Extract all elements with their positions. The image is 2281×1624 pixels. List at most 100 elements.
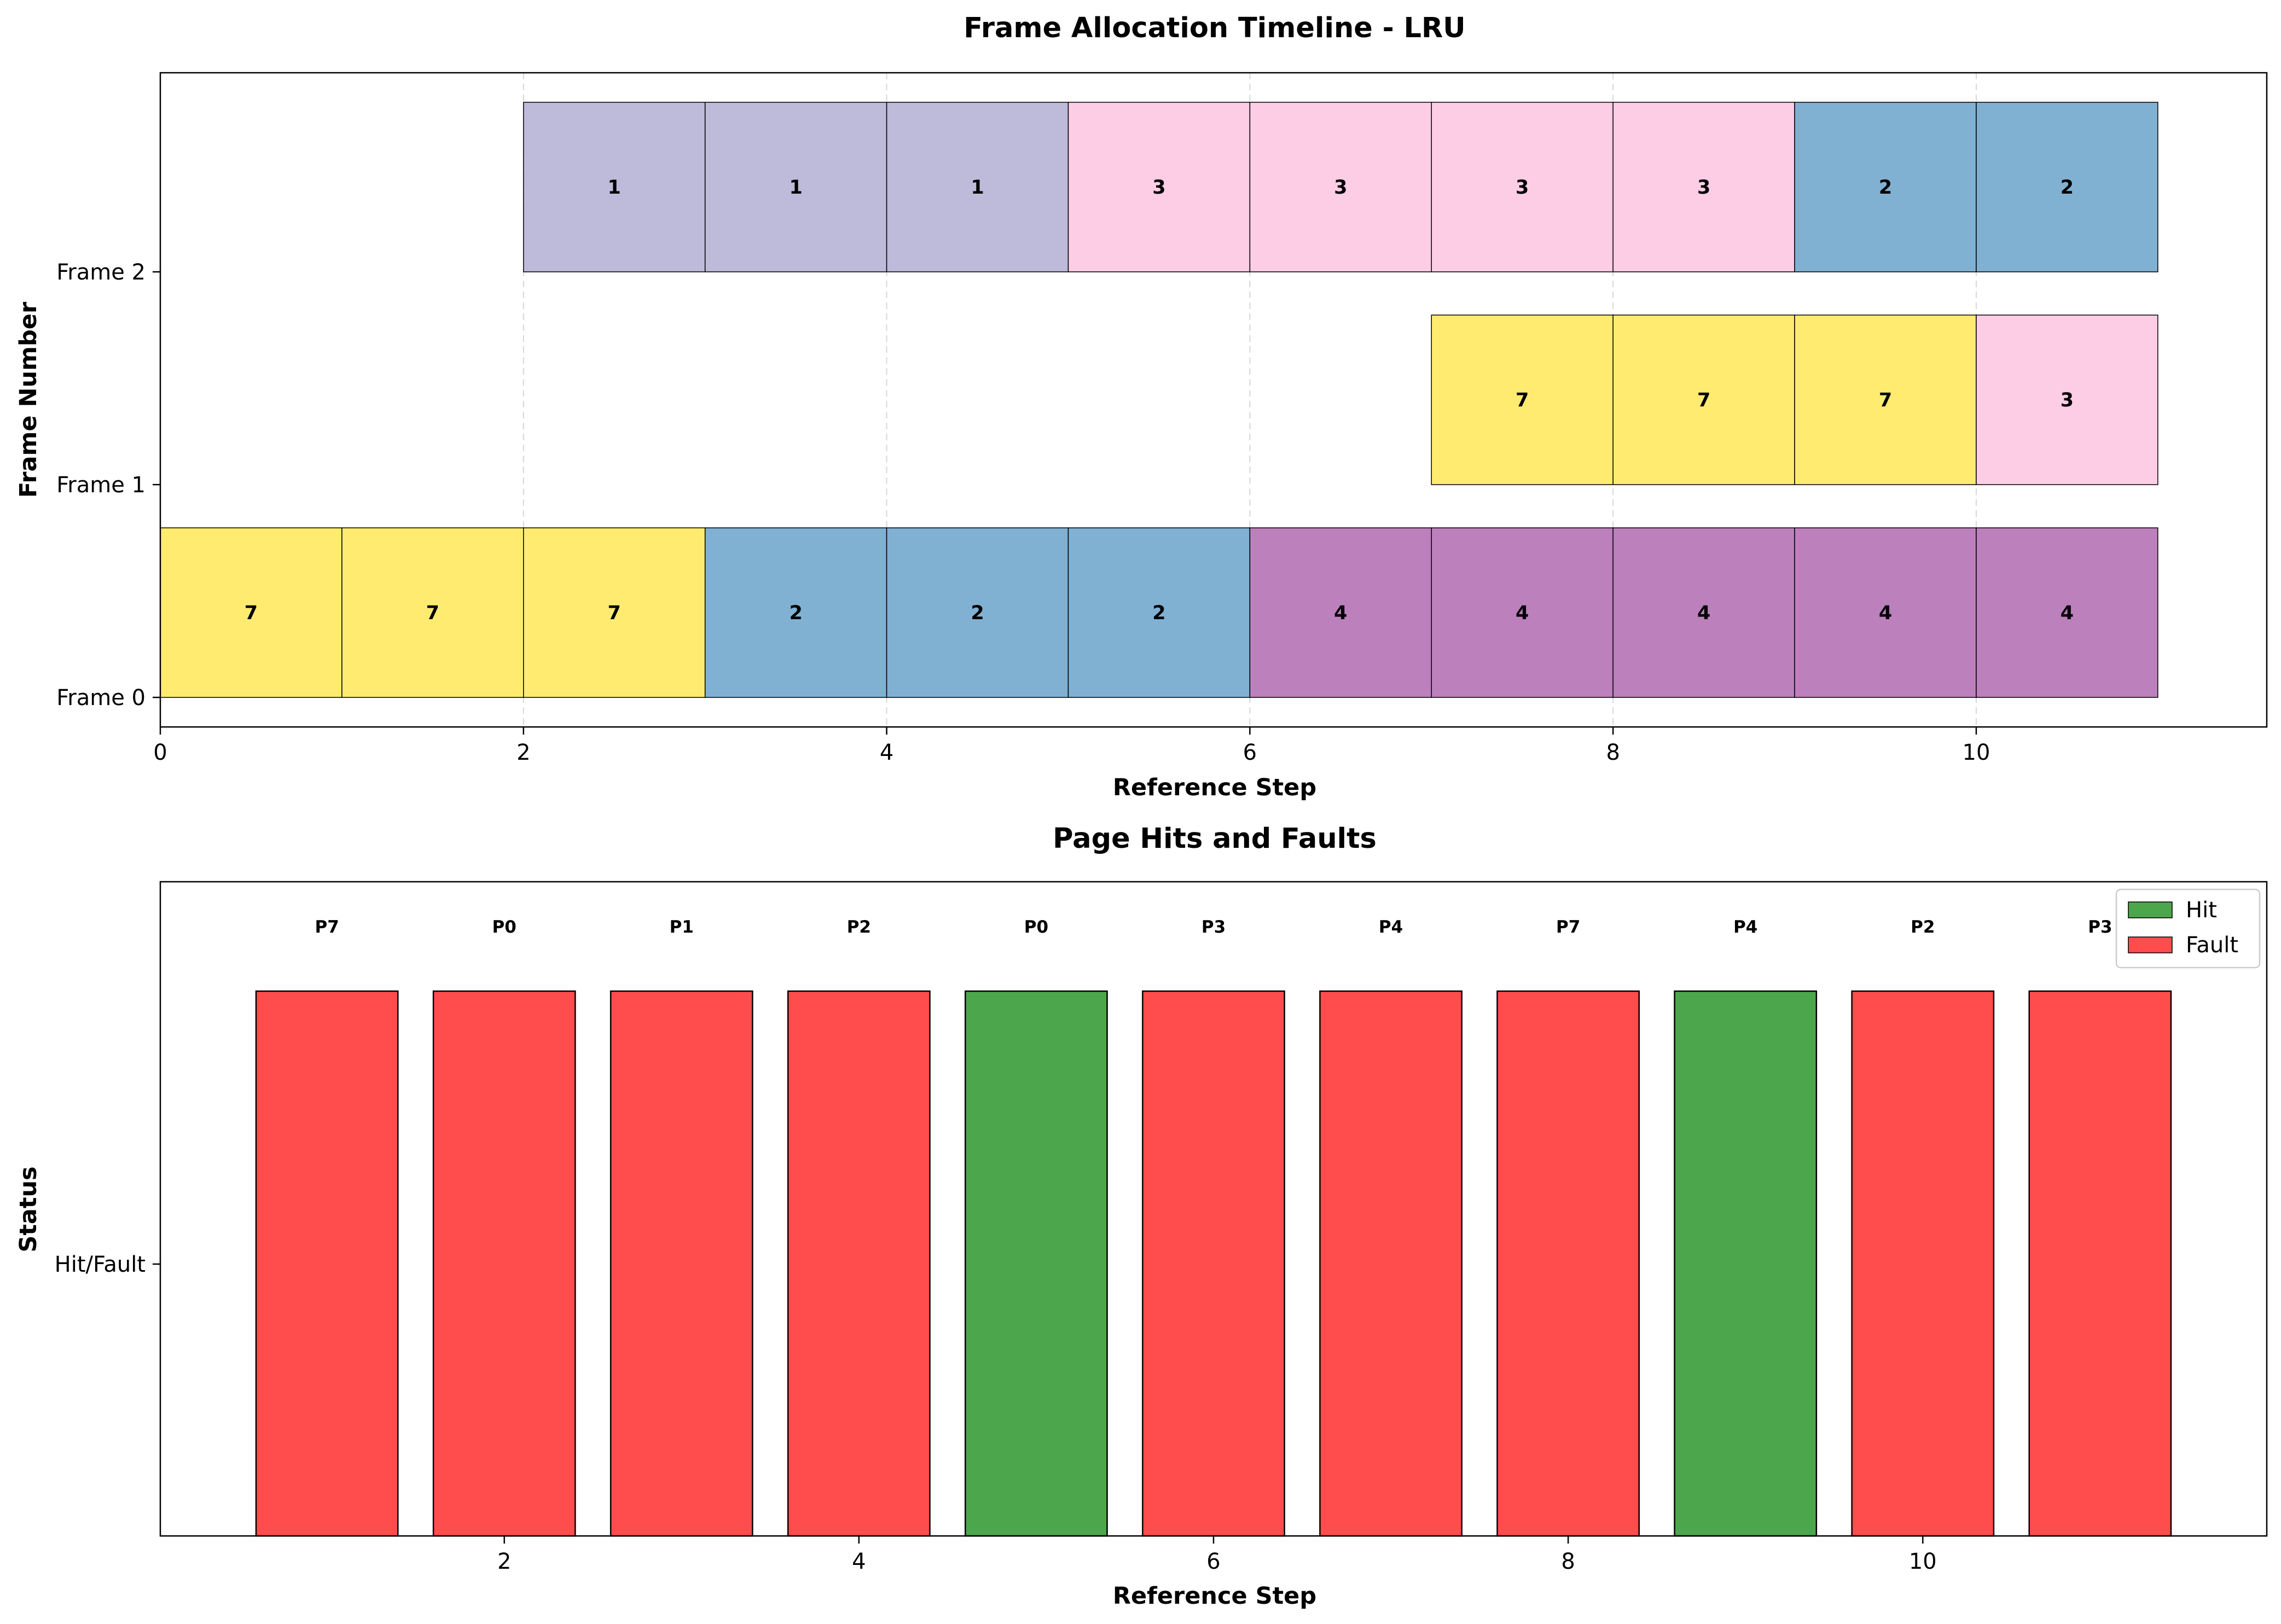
timeline-y-tick-label: Frame 0 (56, 685, 146, 711)
timeline-cell-label: 2 (2061, 177, 2074, 199)
bar-page-label: P2 (1911, 917, 1935, 937)
timeline-y-axis-label: Frame Number (15, 301, 42, 498)
timeline-x-tick-label: 10 (1963, 740, 1990, 765)
timeline-cell (523, 527, 706, 698)
legend-swatch-fault (2128, 936, 2173, 953)
hits-faults-bar-labels: P7 P0 P1 P2 P0 P3 P4 P7 P4 P2 P3 (315, 917, 2112, 937)
timeline-cell-label: 7 (1697, 389, 1710, 411)
timeline-x-tick-label: 4 (880, 740, 893, 765)
timeline-cell (1431, 315, 1613, 485)
timeline-cell (1976, 102, 2158, 272)
hits-faults-x-tick-label: 8 (1561, 1549, 1575, 1574)
legend-swatch-hit (2128, 901, 2173, 918)
timeline-cell (1612, 102, 1795, 272)
timeline-x-axis-label: Reference Step (1113, 774, 1316, 801)
timeline-cell-label: 3 (1697, 177, 1710, 199)
bar-page-label: P4 (1733, 917, 1757, 937)
timeline-cell-label: 3 (1152, 177, 1165, 199)
timeline-cell (704, 102, 887, 272)
frame-timeline-chart: Frame Allocation Timeline - LRU 7 7 7 2 2 2 4 4… (15, 12, 2268, 801)
timeline-cell-label: 7 (1879, 389, 1892, 411)
hits-faults-x-tick-label: 2 (497, 1549, 511, 1574)
bar-page-label: P0 (492, 917, 516, 937)
timeline-cell (341, 527, 524, 698)
timeline-cell (1249, 102, 1432, 272)
y-tick-label-hit-fault: Hit/Fault (55, 1252, 146, 1277)
hits-faults-y-tick: Hit/Fault (55, 1252, 160, 1277)
bar-page-label: P3 (1202, 917, 1226, 937)
timeline-cell-label: 4 (1516, 602, 1529, 624)
timeline-cell (1976, 527, 2158, 698)
status-bar (1496, 990, 1640, 1537)
timeline-plot-frame (159, 72, 2268, 728)
timeline-cell (1067, 102, 1251, 272)
timeline-cell (1794, 102, 1977, 272)
bar-page-label: P1 (670, 917, 694, 937)
timeline-cell (1431, 102, 1613, 272)
status-bar (255, 990, 399, 1537)
timeline-cell-label: 2 (1879, 177, 1892, 199)
timeline-cell-label: 3 (1516, 177, 1529, 199)
timeline-cell-label: 4 (1697, 602, 1710, 624)
bar-page-label: P3 (2088, 917, 2112, 937)
timeline-cell (886, 527, 1069, 698)
status-bar (1674, 990, 1818, 1537)
legend-label-hit: Hit (2186, 898, 2217, 923)
status-bar (432, 990, 576, 1537)
timeline-cell-label: 3 (2061, 389, 2074, 411)
timeline-cell (1431, 527, 1613, 698)
status-bar (965, 990, 1108, 1537)
timeline-cell (1612, 315, 1795, 485)
timeline-x-tick-label: 2 (516, 740, 530, 765)
timeline-cell (1794, 315, 1977, 485)
hits-faults-y-axis-label: Status (15, 1166, 42, 1252)
timeline-x-ticks: 0 2 4 6 8 10 (153, 727, 1990, 765)
timeline-cell-label: 3 (1334, 177, 1347, 199)
timeline-y-tick-label: Frame 1 (56, 473, 146, 498)
status-bar (1319, 990, 1462, 1537)
bar-page-label: P7 (1556, 917, 1580, 937)
legend-label-fault: Fault (2186, 933, 2238, 958)
timeline-cell (1794, 527, 1977, 698)
timeline-cell-label: 7 (1516, 389, 1529, 411)
timeline-cell-label: 2 (1152, 602, 1165, 624)
hits-faults-x-tick-label: 10 (1909, 1549, 1937, 1574)
status-bar (787, 990, 931, 1537)
timeline-cell (1612, 527, 1795, 698)
timeline-cell-label: 4 (1879, 602, 1892, 624)
hits-faults-chart: Page Hits and Faults P7 P0 P1 P2 P0 P3 P4 P7 P4 P… (15, 823, 2268, 1610)
timeline-cell-label: 2 (789, 602, 802, 624)
timeline-title: Frame Allocation Timeline - LRU (964, 12, 1465, 44)
hits-faults-bars (255, 990, 2172, 1537)
timeline-y-tick-label: Frame 2 (56, 260, 146, 285)
hits-faults-x-axis-label: Reference Step (1113, 1582, 1316, 1610)
bar-page-label: P0 (1024, 917, 1048, 937)
hits-faults-title: Page Hits and Faults (1053, 823, 1377, 855)
timeline-cell (704, 527, 887, 698)
timeline-x-tick-label: 6 (1243, 740, 1257, 765)
timeline-cell-label: 1 (789, 177, 802, 199)
timeline-cell-label: 1 (608, 177, 621, 199)
timeline-x-tick-label: 0 (153, 740, 167, 765)
timeline-cell-label: 7 (426, 602, 439, 624)
timeline-y-ticks: Frame 0 Frame 1 Frame 2 (56, 260, 160, 711)
timeline-cell (886, 102, 1069, 272)
timeline-cell-label: 4 (1334, 602, 1347, 624)
bar-page-label: P7 (315, 917, 339, 937)
timeline-cell-label: 7 (608, 602, 621, 624)
timeline-cell-label: 4 (2061, 602, 2074, 624)
timeline-cell (1249, 527, 1432, 698)
status-bar (610, 990, 753, 1537)
status-bar (1142, 990, 1285, 1537)
timeline-cell (1067, 527, 1251, 698)
timeline-cell-label: 1 (971, 177, 984, 199)
bar-page-label: P2 (847, 917, 871, 937)
hits-faults-x-tick-label: 4 (852, 1549, 866, 1574)
status-bar (2028, 990, 2172, 1537)
timeline-x-tick-label: 8 (1606, 740, 1620, 765)
timeline-cell-label: 7 (245, 602, 258, 624)
timeline-cell-label: 2 (971, 602, 984, 624)
status-bar (1851, 990, 1995, 1537)
bar-page-label: P4 (1379, 917, 1403, 937)
